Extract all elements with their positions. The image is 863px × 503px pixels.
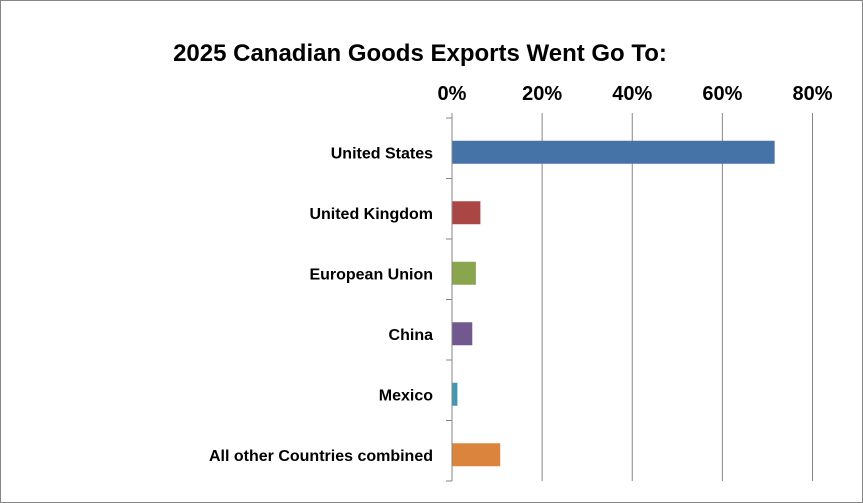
bar-china [452, 322, 473, 346]
bar-mexico [452, 382, 458, 406]
x-tick-label: 20% [522, 83, 562, 105]
category-label: Mexico [379, 387, 433, 404]
x-tick-label: 80% [792, 83, 832, 105]
x-tick-labels: 0% 20% 40% 60% 80% [438, 83, 833, 105]
bars [452, 140, 775, 467]
category-label: European Union [309, 266, 433, 283]
category-label: All other Countries combined [209, 448, 433, 465]
category-axis [446, 117, 453, 482]
category-label: United States [331, 145, 433, 162]
x-tick-label: 0% [438, 83, 467, 105]
category-label: China [389, 327, 434, 344]
bar-united-states [452, 140, 775, 164]
gridlines [451, 113, 813, 481]
bar-all-other-countries-combined [452, 443, 501, 467]
category-labels: United States United Kingdom European Unio… [209, 145, 433, 465]
x-tick-label: 60% [702, 83, 742, 105]
x-tick-label: 40% [612, 83, 652, 105]
bar-united-kingdom [452, 201, 481, 225]
chart-title: 2025 Canadian Goods Exports Went Go To: [173, 40, 667, 67]
category-label: United Kingdom [309, 206, 433, 223]
bar-european-union [452, 261, 476, 285]
